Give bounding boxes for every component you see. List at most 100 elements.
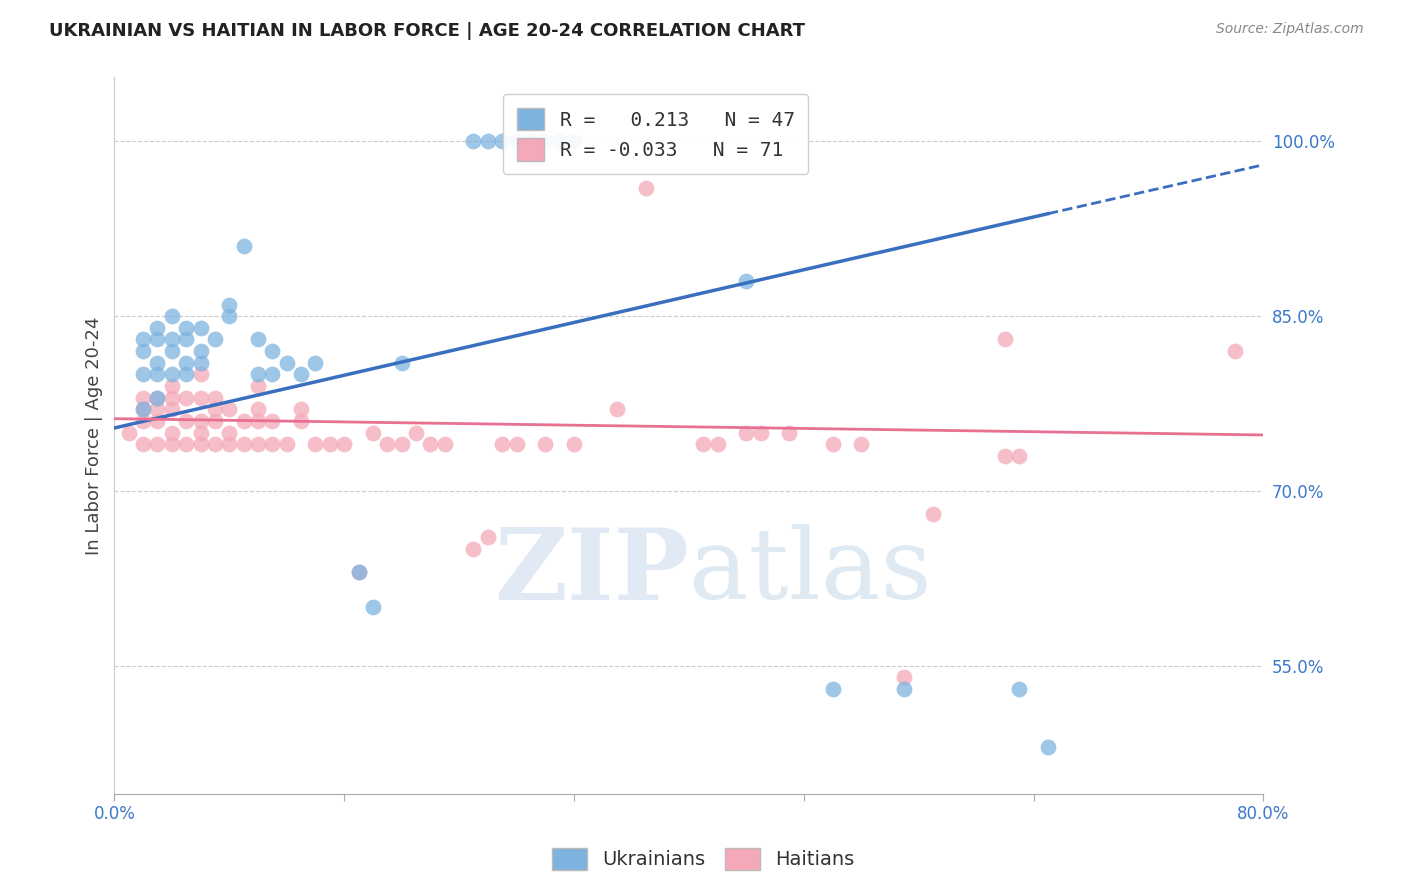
Point	[232, 437, 254, 451]
Point	[634, 181, 657, 195]
Point	[262, 368, 284, 382]
Point	[218, 297, 240, 311]
Point	[160, 379, 183, 393]
Point	[132, 333, 155, 347]
Y-axis label: In Labor Force | Age 20-24: In Labor Force | Age 20-24	[86, 317, 103, 555]
Point	[276, 356, 298, 370]
Point	[174, 437, 197, 451]
Point	[290, 414, 312, 428]
Point	[132, 391, 155, 405]
Point	[160, 368, 183, 382]
Point	[218, 402, 240, 417]
Point	[821, 437, 844, 451]
Point	[706, 437, 728, 451]
Point	[304, 437, 326, 451]
Point	[204, 437, 226, 451]
Point	[262, 344, 284, 359]
Point	[247, 368, 270, 382]
Point	[204, 414, 226, 428]
Point	[851, 437, 873, 451]
Point	[190, 321, 212, 335]
Point	[190, 344, 212, 359]
Point	[132, 437, 155, 451]
Point	[333, 437, 356, 451]
Point	[160, 425, 183, 440]
Point	[160, 391, 183, 405]
Point	[146, 391, 169, 405]
Point	[290, 368, 312, 382]
Point	[118, 425, 141, 440]
Point	[160, 333, 183, 347]
Point	[562, 437, 585, 451]
Point	[1223, 344, 1246, 359]
Point	[190, 391, 212, 405]
Point	[146, 368, 169, 382]
Point	[247, 402, 270, 417]
Point	[391, 437, 413, 451]
Point	[405, 425, 427, 440]
Point	[190, 414, 212, 428]
Point	[477, 135, 499, 149]
Point	[692, 437, 714, 451]
Point	[276, 437, 298, 451]
Point	[290, 402, 312, 417]
Point	[146, 356, 169, 370]
Point	[204, 391, 226, 405]
Point	[433, 437, 456, 451]
Point	[304, 356, 326, 370]
Point	[893, 681, 915, 696]
Point	[505, 135, 527, 149]
Point	[347, 566, 370, 580]
Point	[893, 670, 915, 684]
Point	[463, 542, 485, 557]
Point	[174, 391, 197, 405]
Point	[174, 414, 197, 428]
Point	[160, 309, 183, 323]
Point	[132, 344, 155, 359]
Point	[160, 344, 183, 359]
Point	[505, 437, 527, 451]
Point	[606, 402, 628, 417]
Text: ZIP: ZIP	[494, 524, 689, 621]
Point	[534, 135, 557, 149]
Point	[922, 507, 945, 521]
Point	[491, 135, 513, 149]
Point	[1008, 681, 1031, 696]
Point	[491, 437, 513, 451]
Point	[204, 333, 226, 347]
Point	[262, 437, 284, 451]
Point	[735, 274, 758, 288]
Point	[347, 566, 370, 580]
Point	[132, 414, 155, 428]
Point	[190, 425, 212, 440]
Point	[262, 414, 284, 428]
Point	[132, 368, 155, 382]
Point	[994, 333, 1017, 347]
Point	[463, 135, 485, 149]
Point	[778, 425, 800, 440]
Point	[419, 437, 441, 451]
Point	[548, 135, 571, 149]
Point	[1036, 740, 1059, 755]
Point	[160, 402, 183, 417]
Point	[319, 437, 342, 451]
Point	[146, 437, 169, 451]
Text: Source: ZipAtlas.com: Source: ZipAtlas.com	[1216, 22, 1364, 37]
Point	[146, 321, 169, 335]
Point	[174, 368, 197, 382]
Point	[190, 437, 212, 451]
Point	[247, 333, 270, 347]
Point	[247, 437, 270, 451]
Point	[146, 402, 169, 417]
Point	[146, 333, 169, 347]
Point	[190, 368, 212, 382]
Point	[994, 449, 1017, 463]
Point	[375, 437, 398, 451]
Point	[1008, 449, 1031, 463]
Legend: Ukrainians, Haitians: Ukrainians, Haitians	[544, 839, 862, 878]
Point	[132, 402, 155, 417]
Legend: R =   0.213   N = 47, R = -0.033   N = 71: R = 0.213 N = 47, R = -0.033 N = 71	[503, 95, 808, 174]
Point	[160, 437, 183, 451]
Point	[132, 402, 155, 417]
Point	[477, 531, 499, 545]
